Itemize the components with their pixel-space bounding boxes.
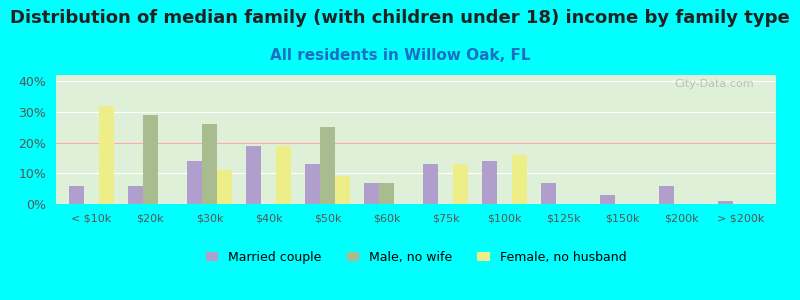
Bar — [246, 146, 261, 204]
Bar — [659, 186, 674, 204]
Bar — [202, 124, 217, 204]
Bar — [364, 182, 379, 204]
Bar — [187, 161, 202, 204]
Bar — [601, 195, 615, 204]
Bar — [143, 115, 158, 204]
Bar — [379, 182, 394, 204]
Bar — [335, 176, 350, 204]
Bar — [512, 155, 526, 204]
Bar — [453, 164, 468, 204]
Bar — [128, 186, 143, 204]
Bar — [423, 164, 438, 204]
Text: City-Data.com: City-Data.com — [674, 79, 754, 89]
Bar — [276, 146, 290, 204]
Bar — [542, 182, 556, 204]
Bar — [217, 170, 231, 204]
Legend: Married couple, Male, no wife, Female, no husband: Married couple, Male, no wife, Female, n… — [201, 246, 631, 269]
Bar — [482, 161, 497, 204]
Text: Distribution of median family (with children under 18) income by family type: Distribution of median family (with chil… — [10, 9, 790, 27]
Bar — [320, 127, 335, 204]
Bar — [718, 201, 734, 204]
Text: All residents in Willow Oak, FL: All residents in Willow Oak, FL — [270, 48, 530, 63]
Bar — [70, 186, 84, 204]
Bar — [306, 164, 320, 204]
Bar — [98, 106, 114, 204]
